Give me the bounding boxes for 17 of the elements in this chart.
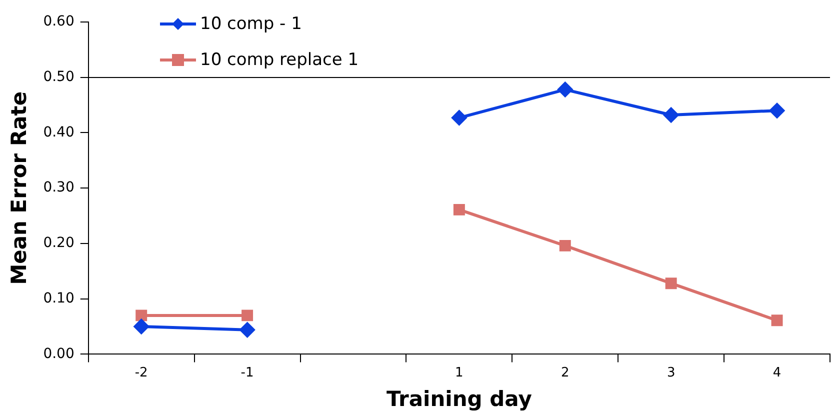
y-tick-label: 0.00 (43, 346, 74, 362)
legend-label: 10 comp - 1 (200, 14, 302, 34)
x-tick-label: -1 (240, 365, 254, 380)
y-axis-title: Mean Error Rate (7, 91, 32, 285)
y-tick-label: 0.60 (43, 14, 74, 30)
x-tick-label: 2 (560, 365, 570, 380)
x-tick-label: 4 (772, 365, 782, 380)
x-tick-label: -2 (134, 365, 148, 380)
x-tick-label: 3 (666, 365, 676, 380)
y-tick-label: 0.20 (43, 235, 74, 252)
x-tick-label: 1 (455, 365, 464, 380)
y-tick-label: 0.40 (43, 124, 74, 140)
y-tick-label: 0.50 (43, 69, 74, 86)
x-axis-title: Training day (386, 386, 532, 411)
legend-label: 10 comp replace 1 (200, 50, 359, 70)
y-tick-label: 0.10 (43, 290, 74, 306)
y-tick-label: 0.30 (43, 180, 74, 196)
